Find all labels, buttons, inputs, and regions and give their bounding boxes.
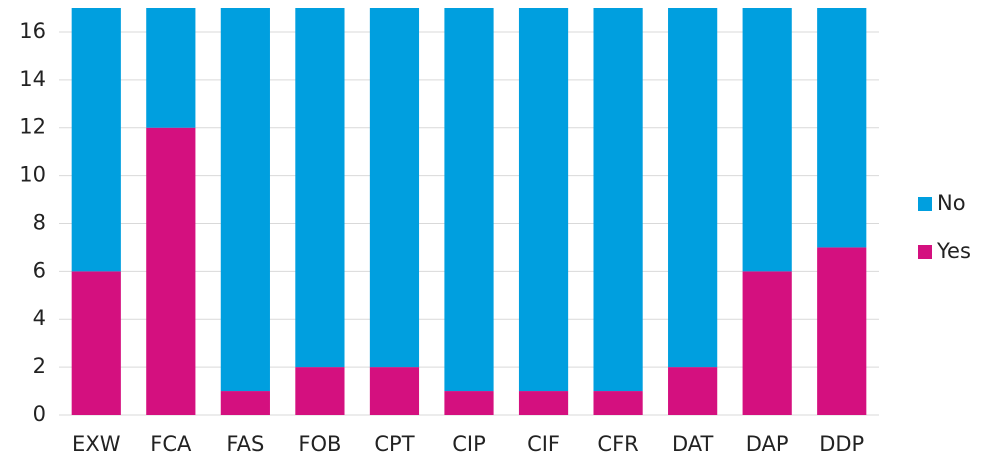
bar-segment	[817, 8, 867, 248]
bar-segment	[146, 127, 196, 416]
x-tick-label: CPT	[374, 432, 414, 456]
y-tick-label: 8	[33, 210, 46, 234]
x-tick-label: CIP	[452, 432, 486, 456]
x-tick-label: DDP	[819, 432, 864, 456]
x-tick-label: FOB	[298, 432, 341, 456]
bar-segment	[146, 8, 196, 128]
y-tick-label: 2	[33, 354, 46, 378]
x-tick-label: FCA	[150, 432, 192, 456]
y-tick-label: 14	[19, 67, 46, 91]
y-tick-label: 4	[33, 306, 46, 330]
legend-swatch	[918, 245, 932, 259]
bar-segment	[71, 8, 121, 272]
bar-segment	[220, 8, 270, 392]
bar-segment	[444, 391, 494, 415]
bar-segment	[369, 8, 420, 368]
legend-label: No	[937, 191, 966, 215]
bar-segment	[817, 247, 867, 415]
x-tick-label: CIF	[527, 432, 560, 456]
legend-swatch	[918, 197, 932, 211]
bar-segment	[444, 8, 494, 392]
bar-segment	[593, 8, 643, 392]
y-tick-label: 16	[19, 19, 46, 43]
bar-segment	[295, 367, 345, 415]
bar-segment	[369, 367, 420, 415]
bar-segment	[742, 271, 792, 415]
x-tick-label: DAP	[746, 432, 789, 456]
legend-label: Yes	[936, 239, 971, 263]
y-tick-label: 12	[19, 115, 46, 139]
x-tick-label: EXW	[72, 432, 121, 456]
x-tick-label: CFR	[597, 432, 638, 456]
bar-segment	[295, 8, 345, 368]
bar-segment	[220, 391, 270, 415]
bar-segment	[518, 391, 569, 415]
bar-segment	[71, 271, 121, 415]
x-tick-label: FAS	[226, 432, 264, 456]
x-tick-label: DAT	[672, 432, 714, 456]
y-tick-label: 0	[33, 402, 46, 426]
y-tick-label: 10	[19, 163, 46, 187]
bar-segment	[742, 8, 792, 272]
bar-segment	[668, 367, 718, 415]
bar-segment	[593, 391, 643, 415]
bar-segment	[668, 8, 718, 368]
y-tick-label: 6	[33, 258, 46, 282]
bar-segment	[518, 8, 569, 392]
